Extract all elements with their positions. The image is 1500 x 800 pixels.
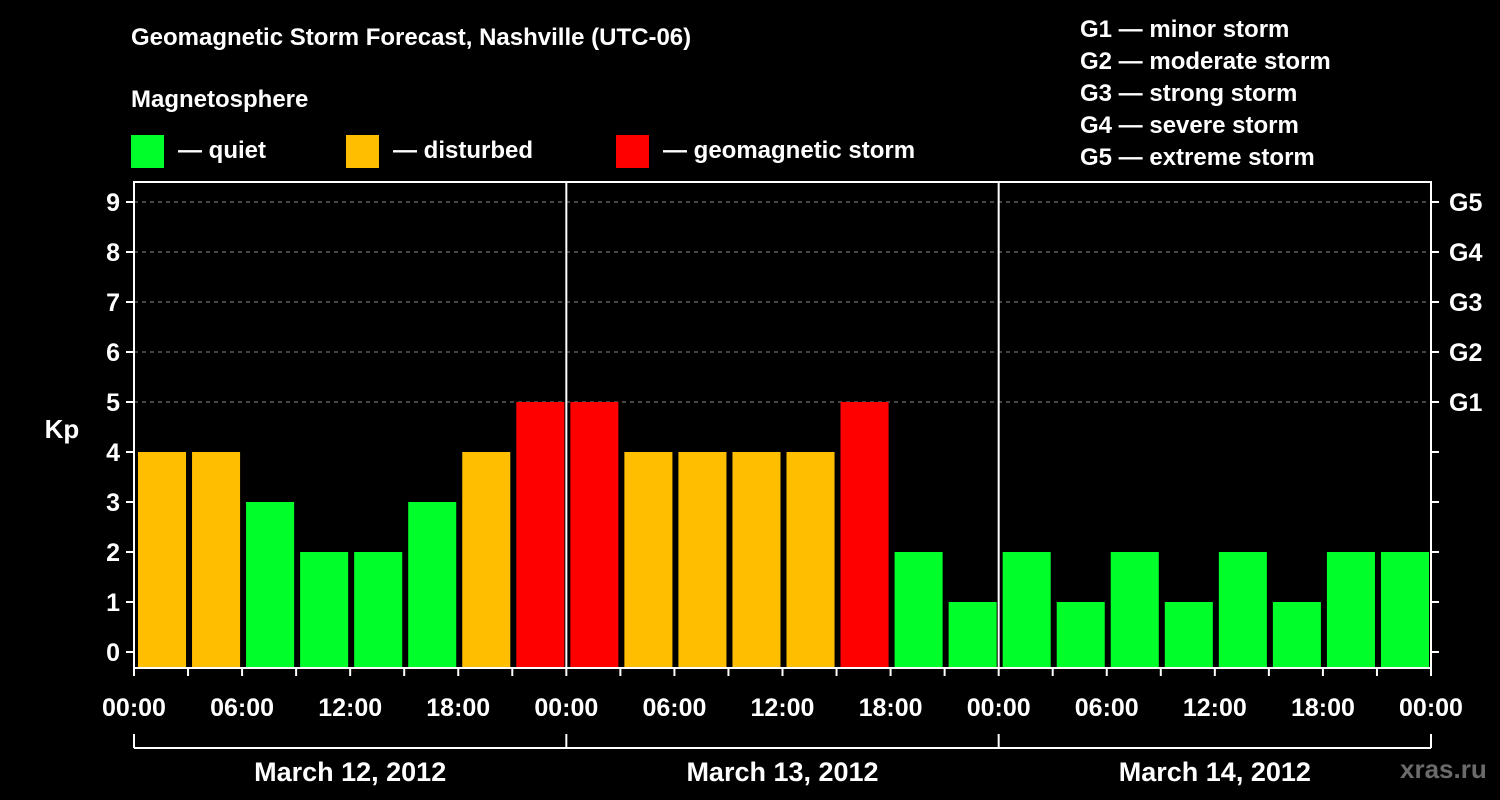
kp-bar	[786, 452, 835, 668]
legend-label-disturbed: — disturbed	[393, 137, 534, 164]
kp-bar	[1110, 552, 1159, 668]
day-label: March 12, 2012	[254, 757, 446, 787]
day-label: March 14, 2012	[1119, 757, 1311, 787]
chart-title: Geomagnetic Storm Forecast, Nashville (U…	[131, 24, 692, 51]
kp-bar	[516, 402, 565, 668]
kp-bar	[354, 552, 403, 668]
g-level-label: G2	[1449, 339, 1482, 367]
g-scale-item-g1: G1 — minor storm	[1080, 16, 1290, 43]
x-tick-label: 18:00	[426, 694, 490, 722]
kp-bar	[1056, 602, 1105, 668]
g-scale-item-g3: G3 — strong storm	[1080, 80, 1298, 107]
legend-label-storm: — geomagnetic storm	[663, 137, 916, 164]
kp-bar	[570, 402, 619, 668]
legend-label-quiet: — quiet	[178, 137, 266, 164]
y-tick-label: 3	[106, 489, 120, 517]
y-tick-label: 4	[106, 439, 120, 467]
y-tick-label: 8	[106, 239, 120, 267]
kp-bar	[678, 452, 727, 668]
kp-bar	[408, 502, 457, 668]
x-tick-label: 12:00	[318, 694, 382, 722]
y-tick-label: 2	[106, 539, 120, 567]
kp-bar	[1218, 552, 1267, 668]
g-level-label: G1	[1449, 389, 1482, 417]
x-tick-label: 06:00	[1075, 694, 1139, 722]
kp-bar	[192, 452, 241, 668]
legend-swatch-storm	[616, 134, 649, 168]
kp-bar	[300, 552, 349, 668]
day-label: March 13, 2012	[686, 757, 878, 787]
kp-bar	[1164, 602, 1213, 668]
g-level-label: G5	[1449, 189, 1482, 217]
y-tick-label: 0	[106, 639, 120, 667]
kp-bar	[1002, 552, 1051, 668]
g-level-label: G4	[1449, 239, 1482, 267]
g-scale-legend: G1 — minor storm G2 — moderate storm G3 …	[1080, 14, 1331, 174]
kp-bar	[138, 452, 187, 668]
kp-bar	[894, 552, 943, 668]
x-tick-label: 00:00	[102, 694, 166, 722]
kp-bar	[1326, 552, 1375, 668]
y-tick-label: 1	[106, 589, 120, 617]
g-scale-item-g5: G5 — extreme storm	[1080, 144, 1315, 171]
legend-item-quiet: — quiet	[131, 134, 266, 168]
kp-bar	[732, 452, 781, 668]
x-tick-label: 06:00	[642, 694, 706, 722]
x-tick-label: 18:00	[1291, 694, 1355, 722]
x-tick-label: 12:00	[1183, 694, 1247, 722]
y-axis-label: Kp	[45, 414, 80, 444]
x-tick-label: 12:00	[751, 694, 815, 722]
kp-bar	[1380, 552, 1429, 668]
x-tick-label: 06:00	[210, 694, 274, 722]
legend-swatch-disturbed	[346, 134, 379, 168]
x-tick-label: 18:00	[859, 694, 923, 722]
y-tick-label: 5	[106, 389, 120, 417]
legend-item-storm: — geomagnetic storm	[616, 134, 915, 168]
g-level-label: G3	[1449, 289, 1482, 317]
kp-bar	[246, 502, 295, 668]
legend-swatch-quiet	[131, 134, 164, 168]
x-tick-label: 00:00	[967, 694, 1031, 722]
g-scale-item-g4: G4 — severe storm	[1080, 112, 1299, 139]
x-tick-label: 00:00	[534, 694, 598, 722]
legend-heading: Magnetosphere	[131, 86, 309, 113]
kp-bar	[624, 452, 673, 668]
kp-bar	[462, 452, 511, 668]
y-tick-label: 9	[106, 189, 120, 217]
watermark: xras.ru	[1400, 754, 1487, 784]
y-tick-label: 7	[106, 289, 120, 317]
kp-bar	[840, 402, 889, 668]
g-scale-item-g2: G2 — moderate storm	[1080, 48, 1331, 75]
legend-item-disturbed: — disturbed	[346, 134, 533, 168]
x-tick-label: 00:00	[1399, 694, 1463, 722]
y-tick-label: 6	[106, 339, 120, 367]
kp-bar	[948, 602, 997, 668]
kp-bar	[1272, 602, 1321, 668]
